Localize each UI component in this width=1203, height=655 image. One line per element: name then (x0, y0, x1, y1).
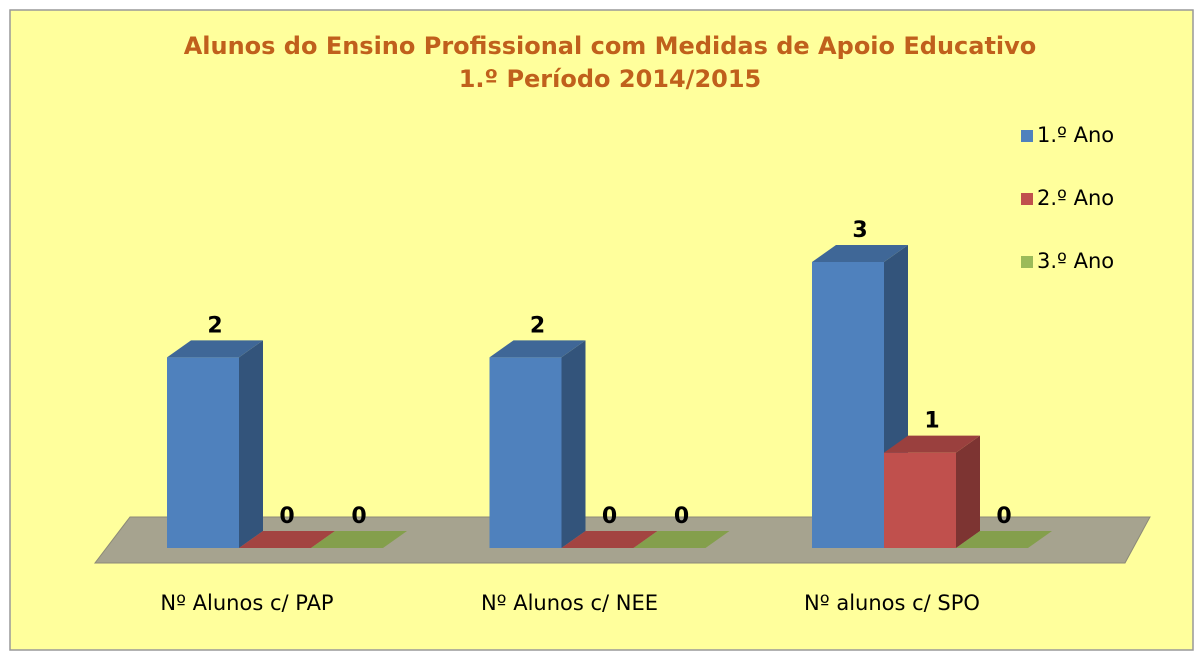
legend-swatch (1021, 193, 1033, 205)
bar-front (884, 452, 956, 548)
bar-side (956, 435, 980, 548)
bar (167, 340, 263, 548)
data-label: 0 (602, 504, 617, 529)
chart-title: 1.º Período 2014/2015 (459, 65, 762, 93)
bar-side (561, 340, 586, 548)
bar-top (956, 531, 1052, 548)
bar (239, 531, 335, 548)
bar-front (489, 357, 562, 548)
bar (633, 531, 730, 548)
data-label: 3 (852, 218, 867, 243)
bar (489, 340, 586, 548)
data-label: 0 (674, 504, 689, 529)
legend-swatch (1021, 130, 1033, 142)
chart-title: Alunos do Ensino Profissional com Medida… (184, 32, 1037, 60)
bar-top (633, 531, 730, 548)
data-label: 0 (351, 504, 366, 529)
x-tick-label: Nº Alunos c/ NEE (481, 591, 658, 615)
bar-top (489, 340, 586, 358)
legend-label: 3.º Ano (1037, 249, 1114, 273)
bar-top (167, 340, 263, 358)
legend-label: 1.º Ano (1037, 123, 1114, 147)
bar-front (812, 262, 884, 548)
data-label: 2 (207, 313, 222, 338)
data-label: 0 (279, 504, 294, 529)
bar (956, 531, 1052, 548)
bar-side (239, 340, 263, 548)
bar-top (561, 531, 658, 548)
bar-front (167, 357, 239, 548)
x-tick-label: Nº alunos c/ SPO (804, 591, 980, 615)
x-tick-label: Nº Alunos c/ PAP (160, 591, 333, 615)
bar (311, 531, 407, 548)
bar-top (884, 435, 980, 453)
data-label: 2 (530, 313, 545, 338)
legend-label: 2.º Ano (1037, 186, 1114, 210)
legend-swatch (1021, 256, 1033, 268)
bar-top (239, 531, 335, 548)
data-label: 0 (996, 504, 1011, 529)
bar (884, 435, 980, 548)
data-label: 1 (924, 409, 939, 434)
bar (561, 531, 658, 548)
bar-top (812, 245, 908, 262)
bar-top (311, 531, 407, 548)
